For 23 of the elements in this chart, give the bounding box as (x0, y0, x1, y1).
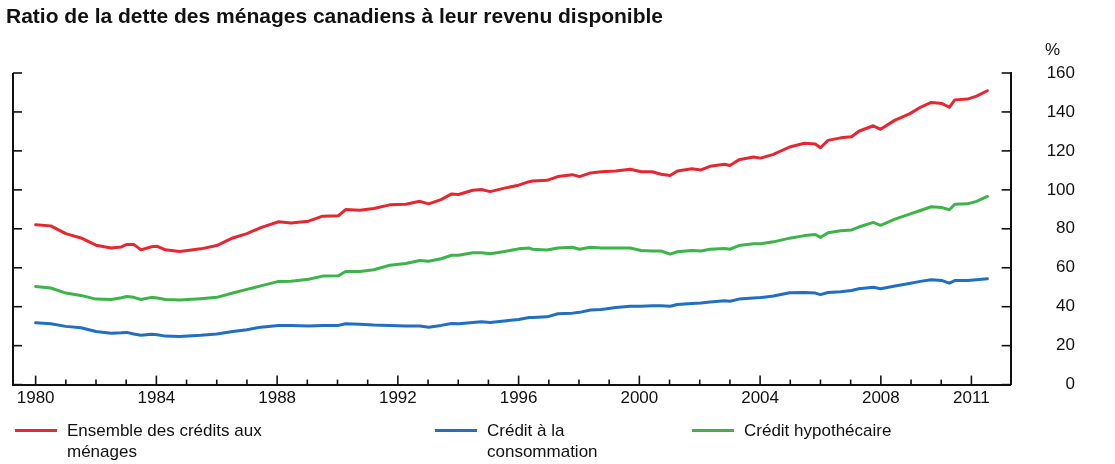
y-tick-label: 120 (1046, 140, 1075, 160)
x-tick-label: 1988 (258, 388, 297, 408)
x-tick-label: 2004 (741, 388, 780, 408)
legend-label: Crédit hypothécaire (744, 420, 893, 441)
y-tick-label: 80 (1056, 218, 1075, 238)
y-tick-label: 140 (1046, 101, 1075, 121)
x-tick-label: 1984 (137, 388, 176, 408)
x-tick-label: 2008 (861, 388, 900, 408)
y-tick-label: 40 (1056, 296, 1075, 316)
x-tick-label: 2000 (620, 388, 659, 408)
x-tick-label: 2011 (953, 388, 990, 408)
y-axis-title: % (1045, 40, 1061, 60)
chart-title: Ratio de la dette des ménages canadiens à leur revenu disponible (6, 4, 664, 28)
y-tick-label: 60 (1056, 257, 1075, 277)
y-tick-label: 20 (1056, 335, 1075, 355)
y-tick-label: 0 (1065, 374, 1075, 394)
legend-label: Ensemble des crédits aux ménages (67, 420, 263, 462)
x-tick-label: 1992 (378, 388, 417, 408)
legend-label: Crédit à la consommation (487, 420, 599, 462)
x-tick-label: 1996 (499, 388, 538, 408)
y-tick-label: 100 (1046, 179, 1075, 199)
x-tick-label: 1980 (16, 388, 55, 408)
y-tick-label: 160 (1046, 62, 1075, 82)
